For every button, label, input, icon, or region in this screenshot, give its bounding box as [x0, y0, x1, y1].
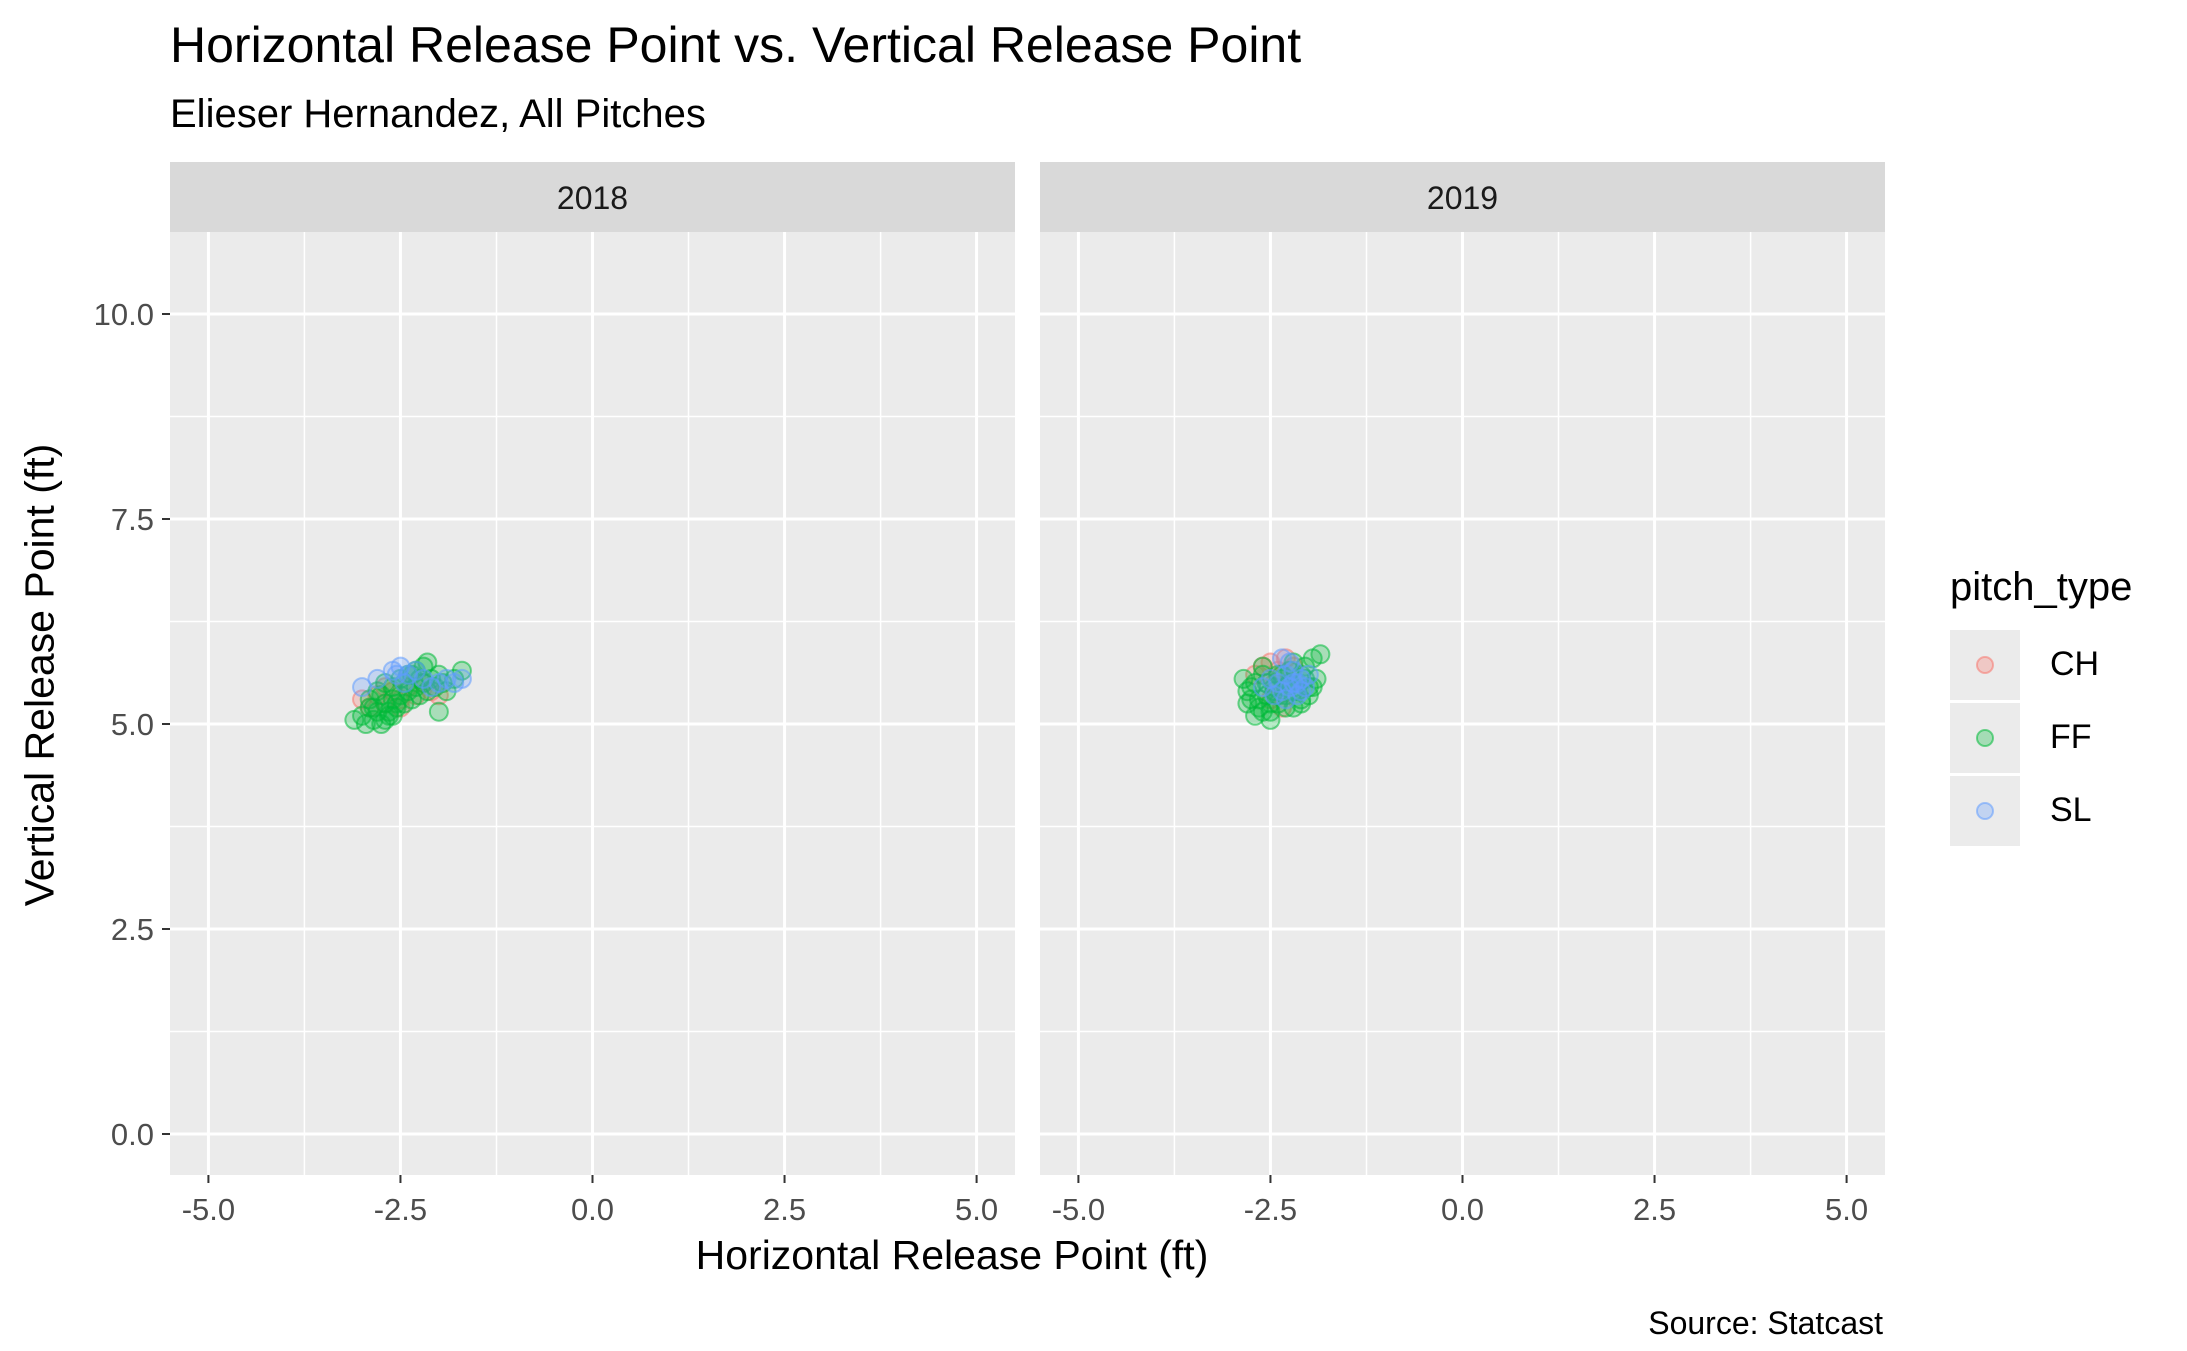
- panel-2019-strip-label: 2019: [1427, 180, 1498, 216]
- panel-2018-point-ff: [428, 701, 449, 722]
- panel-2019-point-ff: [1310, 644, 1331, 665]
- y-axis-label: Vertical Release Point (ft): [16, 443, 63, 907]
- panel-2019-x-tick-label: 5.0: [1825, 1192, 1868, 1227]
- panel-2019-point-sl: [1287, 673, 1308, 693]
- panel-2019-strip: [1040, 162, 1885, 232]
- panel-2019-x-tick-label: -5.0: [1052, 1192, 1105, 1227]
- panel-2018-point-sl: [451, 668, 472, 689]
- legend-key-sl: [1950, 776, 2020, 846]
- chart-subtitle: Elieser Hernandez, All Pitches: [170, 92, 706, 136]
- panel-2019-point-sl: [1271, 648, 1292, 669]
- legend-key-ch: [1950, 630, 2020, 700]
- legend-title: pitch_type: [1950, 565, 2133, 609]
- panel-2018-x-tick-label: -5.0: [182, 1192, 235, 1227]
- y-tick-label: 2.5: [111, 912, 154, 947]
- panel-2018-point-sl: [352, 677, 373, 698]
- x-axis-label: Horizontal Release Point (ft): [695, 1232, 1209, 1278]
- source-caption: Source: Statcast: [1648, 1305, 1883, 1341]
- panel-2018-point-sl: [394, 673, 415, 693]
- y-tick-label: 10.0: [94, 297, 154, 332]
- legend-label-ch: CH: [2050, 645, 2100, 683]
- panel-2018-x-tick-label: -2.5: [374, 1192, 427, 1227]
- panel-2018-point-ff: [386, 693, 407, 714]
- y-tick-label: 7.5: [111, 502, 154, 537]
- panel-2019-x-tick-label: 0.0: [1441, 1192, 1484, 1227]
- panel-2018-point-sl: [405, 660, 426, 681]
- legend-label-sl: SL: [2050, 791, 2092, 829]
- legend-label-ff: FF: [2050, 718, 2092, 756]
- panel-2019-x-tick-label: 2.5: [1633, 1192, 1676, 1227]
- panel-2019-point-ff: [1248, 689, 1269, 710]
- panel-2018-x-tick-label: 5.0: [955, 1192, 998, 1227]
- panel-2018-strip-label: 2018: [557, 180, 628, 216]
- panel-2019-point-sl: [1264, 685, 1285, 706]
- panel-2018-point-sl: [421, 677, 442, 698]
- y-tick-label: 0.0: [111, 1117, 154, 1152]
- panel-2018-strip: [170, 162, 1015, 232]
- panel-2018-x-tick-label: 2.5: [763, 1192, 806, 1227]
- y-tick-label: 5.0: [111, 707, 154, 742]
- panel-2018-point-sl: [367, 668, 388, 689]
- panel-2019-x-tick-label: -2.5: [1244, 1192, 1297, 1227]
- legend-key-ff: [1950, 703, 2020, 773]
- panel-2019-point-sl: [1275, 689, 1296, 710]
- panel-2018-x-tick-label: 0.0: [571, 1192, 614, 1227]
- chart-title: Horizontal Release Point vs. Vertical Re…: [170, 17, 1302, 73]
- panel-2018-point-ff: [382, 705, 403, 726]
